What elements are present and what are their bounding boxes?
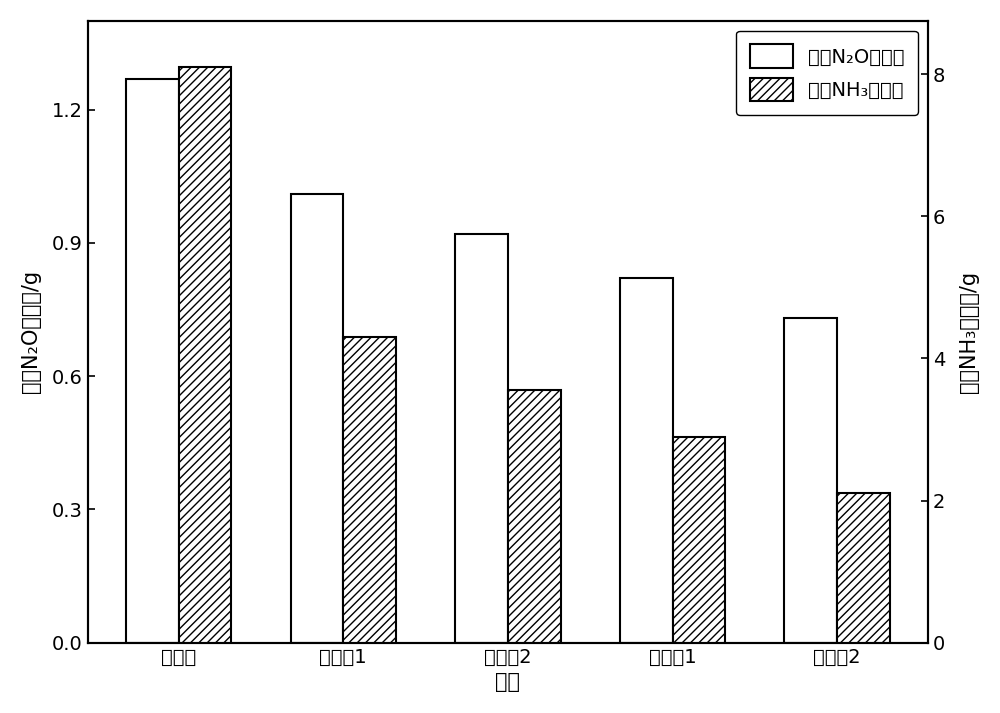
Bar xyxy=(620,279,673,642)
X-axis label: 样品: 样品 xyxy=(495,672,520,692)
Bar xyxy=(291,194,343,642)
Bar xyxy=(508,391,561,642)
Y-axis label: 累积N₂O排放量/g: 累积N₂O排放量/g xyxy=(21,270,41,394)
Bar xyxy=(837,493,890,642)
Legend: 累积N₂O排放量, 累积NH₃排放量: 累积N₂O排放量, 累积NH₃排放量 xyxy=(736,31,918,115)
Bar xyxy=(673,436,725,642)
Bar xyxy=(784,319,837,642)
Bar xyxy=(179,67,231,642)
Bar xyxy=(343,337,396,642)
Bar xyxy=(126,78,179,642)
Y-axis label: 累积NH₃排放量/g: 累积NH₃排放量/g xyxy=(959,271,979,393)
Bar xyxy=(455,234,508,642)
